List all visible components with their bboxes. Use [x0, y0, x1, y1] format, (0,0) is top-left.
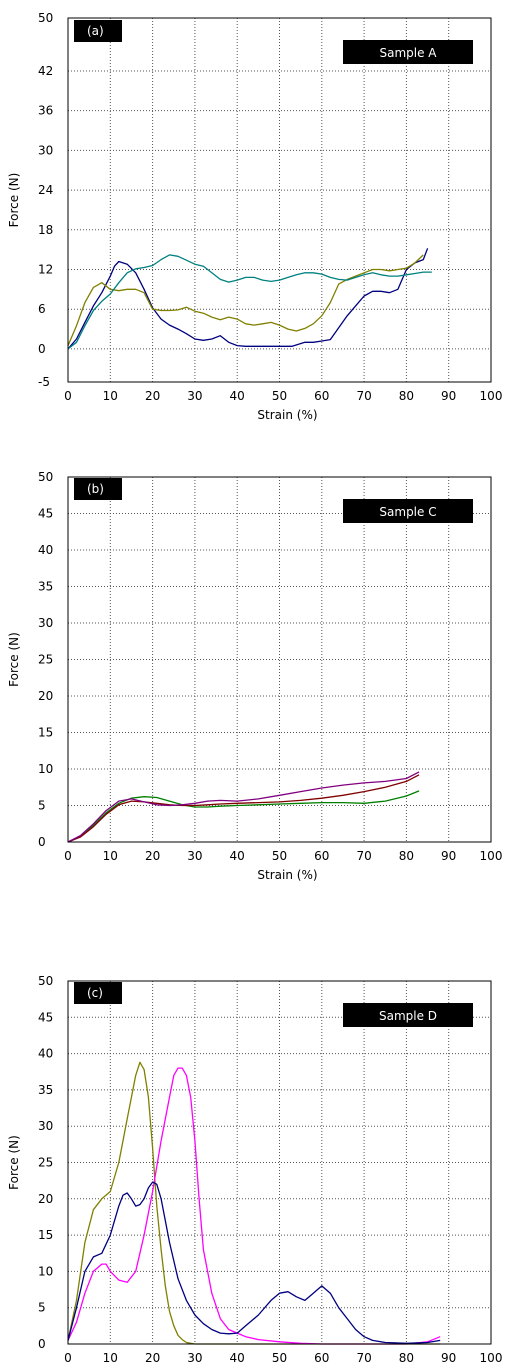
- y-tick-label: 10: [38, 1264, 53, 1278]
- series-line-0: [67, 248, 429, 350]
- y-tick-label: 12: [38, 262, 53, 276]
- panel-tag-label: (c): [87, 986, 103, 1000]
- legend-title-box: [343, 499, 473, 523]
- x-tick-label: 70: [356, 389, 371, 403]
- series-line-1: [67, 774, 420, 843]
- plot-frame: [67, 17, 492, 383]
- x-tick-label: 50: [272, 1351, 287, 1365]
- y-tick-label: 50: [38, 974, 53, 988]
- x-tick-label: 10: [103, 389, 118, 403]
- y-tick-label: 30: [38, 1119, 53, 1133]
- plot-frame: [67, 980, 492, 1345]
- x-tick-label: 30: [187, 1351, 202, 1365]
- y-tick-label: 25: [38, 1156, 53, 1170]
- x-tick-label: 0: [64, 1351, 72, 1365]
- x-tick-label: 90: [441, 389, 456, 403]
- series-line-2: [67, 254, 432, 350]
- chart-panel-0: 0 10 20 30 40 50 60 70 80 90 100 -5 0 6 12 18 24 30 36 42 50…: [7, 11, 502, 422]
- x-tick-label: 0: [64, 849, 72, 863]
- x-tick-label: 70: [356, 849, 371, 863]
- legend-title: Sample D: [379, 1009, 437, 1023]
- x-tick-label: 20: [145, 1351, 160, 1365]
- y-tick-label: 50: [38, 470, 53, 484]
- y-tick-label: 24: [38, 183, 53, 197]
- y-tick-label: 40: [38, 1047, 53, 1061]
- y-axis-label: Force (N): [7, 173, 21, 228]
- plot-frame: [67, 476, 492, 843]
- y-tick-label: 15: [38, 726, 53, 740]
- series-line-2: [67, 1181, 441, 1344]
- y-tick-label: 40: [38, 543, 53, 557]
- y-tick-label: 5: [38, 1301, 46, 1315]
- panel-tag-box: [74, 982, 122, 1004]
- x-tick-label: 80: [399, 389, 414, 403]
- y-tick-label: 0: [38, 835, 46, 849]
- legend-title: Sample C: [379, 505, 436, 519]
- panel-tag-label: (a): [87, 24, 104, 38]
- y-tick-label: 0: [38, 1337, 46, 1351]
- y-tick-label: 42: [38, 64, 53, 78]
- x-tick-label: 20: [145, 389, 160, 403]
- x-tick-label: 0: [64, 389, 72, 403]
- x-tick-label: 40: [230, 849, 245, 863]
- series-line-0: [67, 1061, 441, 1345]
- y-tick-label: 45: [38, 1010, 53, 1024]
- x-tick-label: 20: [145, 849, 160, 863]
- series-line-1: [67, 1067, 441, 1345]
- x-tick-label: 60: [314, 1351, 329, 1365]
- x-tick-label: 10: [103, 1351, 118, 1365]
- y-tick-label: 50: [38, 11, 53, 25]
- y-tick-label: 0: [38, 342, 46, 356]
- series-line-2: [67, 771, 420, 843]
- x-tick-label: 90: [441, 1351, 456, 1365]
- x-tick-label: 100: [480, 1351, 503, 1365]
- y-axis-label: Force (N): [7, 632, 21, 687]
- x-tick-label: 100: [480, 389, 503, 403]
- y-tick-label: 30: [38, 143, 53, 157]
- y-tick-label: -5: [38, 375, 50, 389]
- x-tick-label: 10: [103, 849, 118, 863]
- legend-title: Sample A: [379, 46, 437, 60]
- x-tick-label: 30: [187, 389, 202, 403]
- y-tick-label: 30: [38, 616, 53, 630]
- panel-tag-label: (b): [87, 482, 104, 496]
- y-tick-label: 35: [38, 1083, 53, 1097]
- x-tick-label: 60: [314, 389, 329, 403]
- x-axis-label: Strain (%): [257, 408, 317, 422]
- x-tick-label: 50: [272, 389, 287, 403]
- y-tick-label: 20: [38, 689, 53, 703]
- x-tick-label: 80: [399, 849, 414, 863]
- panel-tag-box: [74, 20, 122, 42]
- y-tick-label: 20: [38, 1192, 53, 1206]
- y-tick-label: 15: [38, 1228, 53, 1242]
- y-tick-label: 25: [38, 653, 53, 667]
- x-tick-label: 100: [480, 849, 503, 863]
- x-tick-label: 40: [230, 389, 245, 403]
- x-tick-label: 70: [356, 1351, 371, 1365]
- legend-title-box: [343, 40, 473, 64]
- x-tick-label: 30: [187, 849, 202, 863]
- y-tick-label: 6: [38, 302, 46, 316]
- y-axis-label: Force (N): [7, 1135, 21, 1190]
- y-tick-label: 36: [38, 104, 53, 118]
- x-tick-label: 80: [399, 1351, 414, 1365]
- y-tick-label: 18: [38, 223, 53, 237]
- x-tick-label: 90: [441, 849, 456, 863]
- series-line-0: [67, 790, 420, 843]
- chart-panel-2: 0 10 20 30 40 50 60 70 80 90 100 0 5 10 15 20 25 30 35 40 45…: [7, 974, 503, 1372]
- y-tick-label: 5: [38, 799, 46, 813]
- panel-tag-box: [74, 478, 122, 500]
- y-tick-label: 45: [38, 507, 53, 521]
- y-tick-label: 35: [38, 580, 53, 594]
- chart-panel-1: 0 10 20 30 40 50 60 70 80 90 100 0 5 10 15 20 25 30 35 40 45…: [7, 470, 502, 882]
- x-tick-label: 60: [314, 849, 329, 863]
- x-tick-label: 50: [272, 849, 287, 863]
- y-tick-label: 10: [38, 762, 53, 776]
- x-tick-label: 40: [230, 1351, 245, 1365]
- x-axis-label: Strain (%): [257, 868, 317, 882]
- legend-title-box: [343, 1003, 473, 1027]
- series-line-1: [67, 254, 424, 346]
